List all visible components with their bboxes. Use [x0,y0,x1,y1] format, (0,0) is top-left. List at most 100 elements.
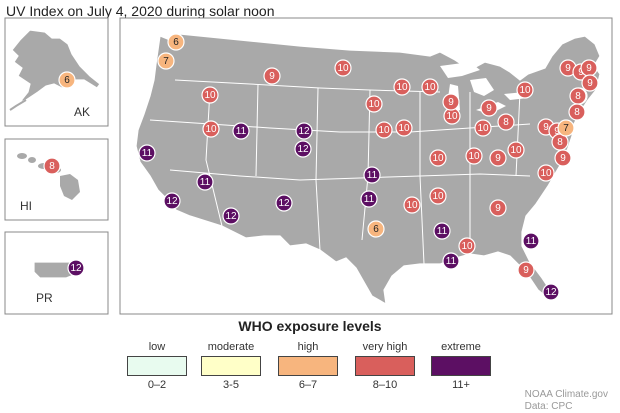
uv-marker-circle [557,119,575,137]
uv-marker-circle [442,93,460,111]
uv-marker-value: 8 [49,161,55,172]
credit-data: Data: CPC [524,401,573,412]
puerto-rico-inset: PR [4,231,109,315]
uv-marker-value: 6 [173,37,179,48]
uv-marker-value: 10 [477,123,489,134]
uv-marker-value: 8 [503,117,509,128]
uv-marker-circle [429,187,447,205]
uv-marker-circle [537,164,555,182]
legend-range: 6–7 [298,379,318,391]
uv-marker: 9 [442,93,460,111]
uv-marker-circle [517,261,535,279]
puerto-rico-label: PR [36,291,53,305]
uv-marker: 11 [360,190,378,208]
uv-marker: 11 [196,173,214,191]
uv-marker: 9 [263,67,281,85]
legend-label: extreme [441,341,481,353]
alaska-uv-marker: 6 [58,71,76,89]
uv-marker: 7 [157,52,175,70]
uv-marker-value: 11 [526,236,537,247]
uv-marker: 10 [507,141,525,159]
uv-marker-circle [201,86,219,104]
aleutian-islands [9,99,27,111]
uv-marker-circle [360,190,378,208]
uv-marker-circle [403,196,421,214]
legend-range: 0–2 [147,379,167,391]
uv-marker-value: 9 [269,71,275,82]
uv-marker-circle [375,121,393,139]
uv-marker: 10 [201,86,219,104]
uv-marker-value: 10 [396,82,408,93]
uv-marker-value: 12 [278,198,290,209]
uv-marker: 10 [403,196,421,214]
uv-marker-value: 10 [337,63,349,74]
uv-marker-circle [516,81,534,99]
uv-marker-value: 12 [166,196,178,207]
uv-marker: 6 [167,33,185,51]
uv-marker: 12 [542,283,560,301]
uv-marker-value: 10 [205,124,217,135]
uv-marker: 10 [465,147,483,165]
uv-marker-value: 9 [578,67,584,78]
uv-marker-value: 11 [446,256,457,267]
alaska-landmass [11,29,101,104]
uv-marker: 8 [569,87,587,105]
uv-marker-circle [263,67,281,85]
uv-marker-circle [489,199,507,217]
uv-marker-circle [458,237,476,255]
hawaii-uv-marker: 8 [43,157,61,175]
credit: NOAA Climate.gov Data: CPC [525,389,608,413]
uv-marker-circle [522,232,540,250]
uv-marker: 11 [442,252,460,270]
uv-marker-value: 9 [586,63,592,74]
uv-marker: 12 [294,140,312,158]
alaska-inset: AK [4,17,109,127]
legend-range: 8–10 [372,379,398,391]
legend-title: WHO exposure levels [238,318,382,334]
uv-marker-circle [157,52,175,70]
legend-item-low: low 0–2 [122,340,192,391]
uv-marker-value: 10 [368,99,380,110]
uv-marker-value: 9 [543,122,549,133]
uv-marker-value: 10 [406,200,418,211]
uv-marker-circle [393,78,411,96]
uv-marker-value: 11 [236,126,247,137]
uv-marker: 10 [375,121,393,139]
uv-marker-circle [421,78,439,96]
uv-marker-value: 10 [204,90,216,101]
map-title: UV Index on July 4, 2020 during solar no… [6,3,275,19]
uv-marker: 9 [580,59,598,77]
uv-marker-circle [507,141,525,159]
legend-swatch [355,356,415,376]
uv-marker-value: 10 [432,153,444,164]
uv-marker-value: 12 [70,263,82,274]
uv-marker: 11 [433,222,451,240]
uv-marker-value: 11 [437,226,448,237]
alaska-label: AK [74,105,90,119]
uv-marker-circle [275,194,293,212]
uv-marker-circle [163,192,181,210]
uv-marker-value: 10 [432,191,444,202]
legend-label: very high [362,341,408,353]
uv-marker: 10 [474,119,492,137]
legend-item-very-high: very high 8–10 [350,340,420,391]
uv-marker-circle [334,59,352,77]
uv-marker-value: 10 [461,241,473,252]
uv-marker-circle [232,122,250,140]
uv-marker-value: 10 [424,82,436,93]
uv-marker-value: 12 [545,287,557,298]
uv-marker-circle [395,119,413,137]
uv-marker-value: 10 [519,85,531,96]
legend-swatch [278,356,338,376]
uv-marker-value: 8 [575,91,581,102]
uv-marker-value: 9 [565,63,571,74]
uv-marker-value: 7 [563,123,569,134]
uv-marker: 6 [367,220,385,238]
uv-marker-value: 10 [468,151,480,162]
uv-marker: 10 [429,187,447,205]
uv-marker-circle [294,140,312,158]
uv-marker-value: 9 [486,103,492,114]
uv-marker: 11 [363,166,381,184]
uv-marker-circle [480,99,498,117]
